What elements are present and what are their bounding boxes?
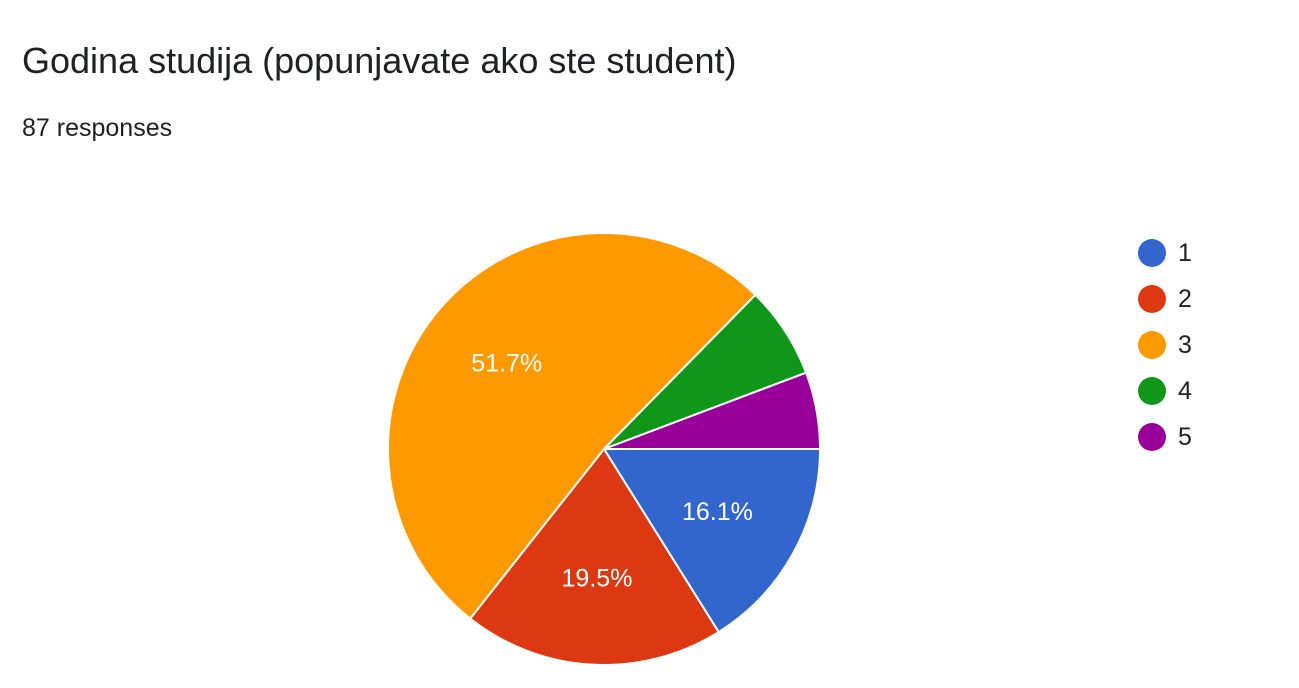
pie-slice-2[interactable]: [468, 447, 721, 666]
slice-label-2: 19.5%: [562, 564, 633, 592]
legend-label: 5: [1178, 422, 1192, 451]
legend-item-2[interactable]: 2: [1138, 276, 1192, 322]
slice-label-1: 16.1%: [682, 498, 753, 526]
pie-slice-3[interactable]: [387, 232, 757, 620]
legend-label: 3: [1178, 330, 1192, 359]
legend-swatch: [1138, 423, 1166, 451]
legend-label: 2: [1178, 284, 1192, 313]
pie-slice-1[interactable]: [602, 448, 822, 634]
legend-swatch: [1138, 239, 1166, 267]
legend-item-4[interactable]: 4: [1138, 368, 1192, 414]
slice-label-3: 51.7%: [471, 349, 542, 377]
response-count: 87 responses: [22, 114, 173, 142]
legend-item-3[interactable]: 3: [1138, 322, 1192, 368]
legend-swatch: [1138, 285, 1166, 313]
legend-label: 1: [1178, 238, 1192, 267]
chart-title: Godina studija (popunjavate ako ste stud…: [22, 40, 737, 81]
legend-swatch: [1138, 377, 1166, 405]
chart-legend: 1 2 3 4 5: [1138, 230, 1192, 460]
legend-swatch: [1138, 331, 1166, 359]
legend-item-5[interactable]: 5: [1138, 414, 1192, 460]
legend-item-1[interactable]: 1: [1138, 230, 1192, 276]
legend-label: 4: [1178, 376, 1192, 405]
pie-slice-5[interactable]: [603, 371, 822, 450]
